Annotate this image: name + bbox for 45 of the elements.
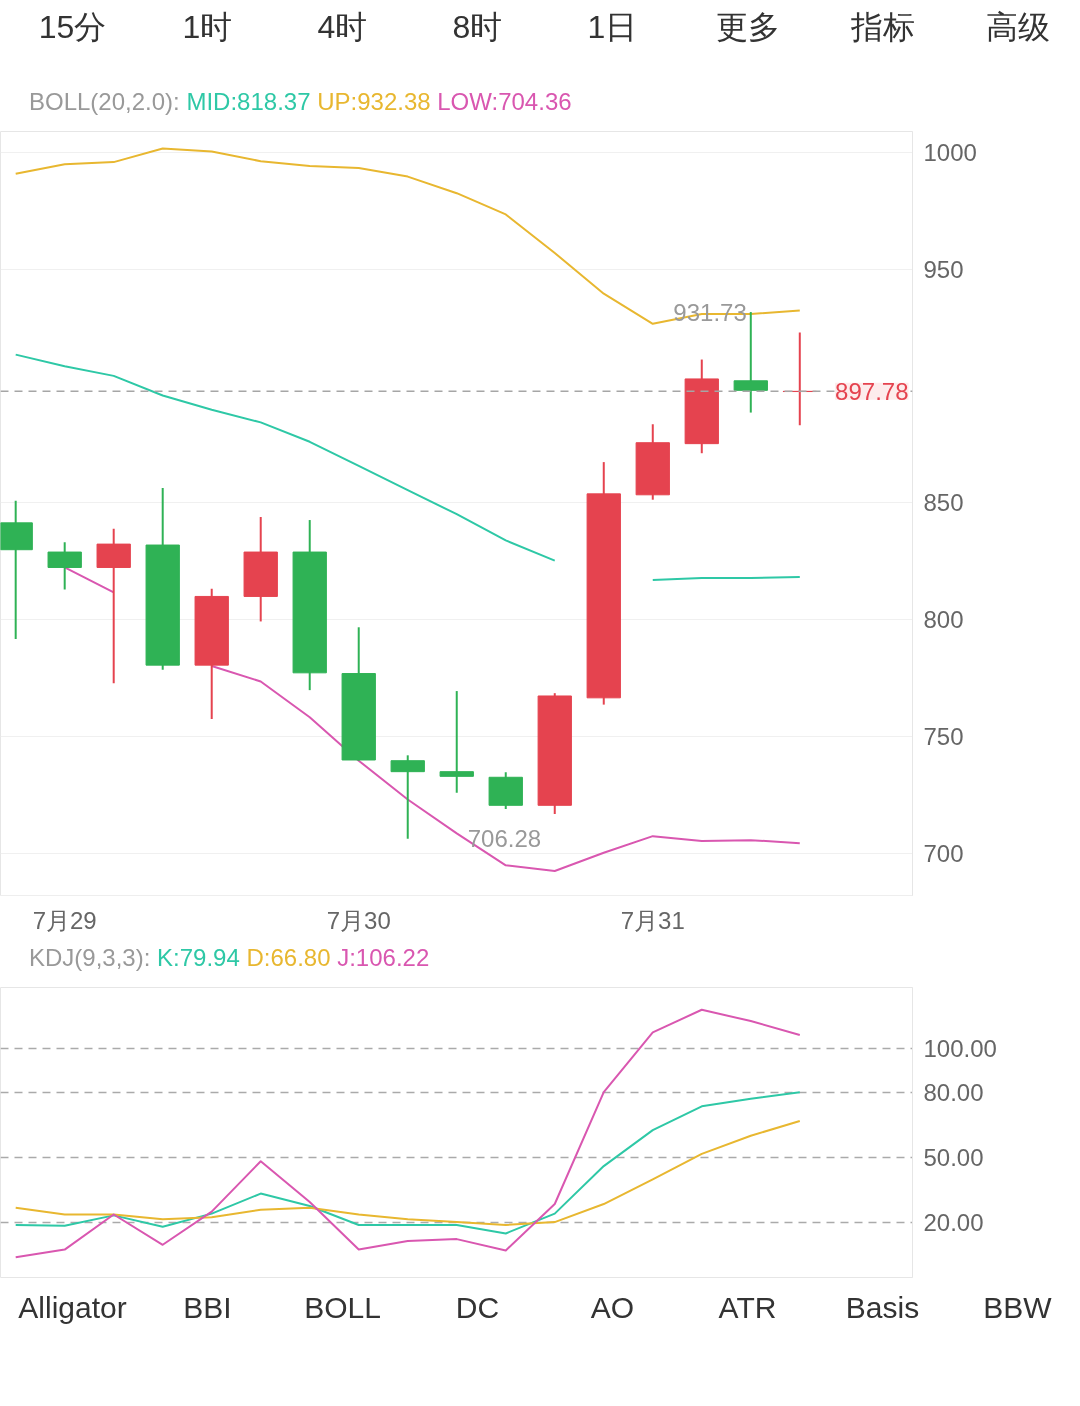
text: BBW: [982, 1290, 1053, 1326]
line-series: [14, 1119, 801, 1226]
y-tick-label: 80.00: [923, 1078, 984, 1106]
text: Alligator: [17, 1290, 128, 1326]
text: 1时: [181, 8, 234, 47]
chart-title: KDJ(9,3,3):: [29, 944, 151, 971]
text: ATR: [717, 1290, 778, 1326]
y-tick-label: 800: [923, 606, 964, 634]
x-tick-label: 7月30: [326, 906, 391, 934]
text: LOW:704.36: [437, 88, 572, 115]
text: DC: [454, 1290, 501, 1326]
line-series: [14, 1008, 801, 1259]
text: Basis: [844, 1290, 921, 1326]
y-tick-label: 950: [923, 255, 964, 283]
candlestick: [390, 754, 425, 840]
text: 8时: [451, 8, 504, 47]
text: MID:818.37: [186, 88, 311, 115]
y-tick-label: 50.00: [923, 1144, 984, 1172]
ref-line-label: 897.78: [835, 377, 909, 405]
text: 1日: [586, 8, 639, 47]
x-tick-label: 7月31: [620, 906, 685, 934]
y-tick-label: 700: [923, 839, 964, 867]
text: D:66.80: [246, 944, 331, 971]
line-series: [14, 1091, 801, 1235]
x-tick-label: 7月29: [32, 906, 97, 934]
text: 更多: [714, 8, 781, 47]
text: 高级: [984, 8, 1051, 47]
y-tick-label: 1000: [923, 139, 977, 167]
y-tick-label: 20.00: [923, 1209, 984, 1237]
text: UP:932.38: [317, 88, 431, 115]
y-tick-label: 750: [923, 723, 964, 751]
candlestick: [439, 690, 474, 794]
text: J:106.22: [337, 944, 430, 971]
text: BBI: [182, 1290, 233, 1326]
text: K:79.94: [157, 944, 240, 971]
y-tick-label: 850: [923, 489, 964, 517]
text: AO: [589, 1290, 636, 1326]
text: 4时: [316, 8, 369, 47]
text: BOLL: [303, 1290, 382, 1326]
line-series: [14, 147, 801, 325]
text: 指标: [849, 8, 916, 47]
text: 15分: [37, 8, 108, 47]
chart-title: BOLL(20,2.0):: [29, 88, 180, 115]
annotation: 706.28: [467, 825, 542, 853]
y-tick-label: 100.00: [923, 1035, 997, 1063]
